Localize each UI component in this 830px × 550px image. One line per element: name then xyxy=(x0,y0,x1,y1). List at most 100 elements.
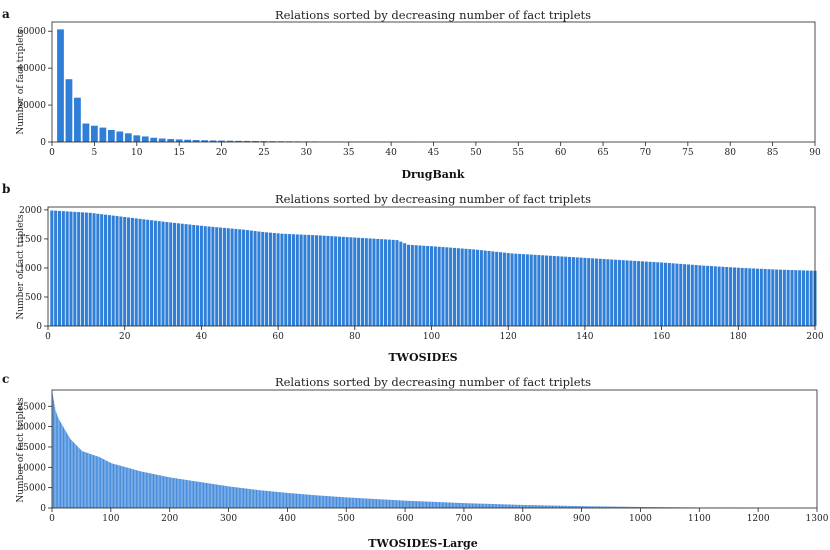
bar xyxy=(314,235,318,326)
y-tick-label: 10000 xyxy=(17,463,46,473)
bar xyxy=(165,222,169,326)
bar xyxy=(150,137,158,142)
bar xyxy=(280,233,284,326)
x-tick-label: 15 xyxy=(173,148,185,158)
bar xyxy=(445,247,449,326)
bar xyxy=(690,264,694,326)
bar xyxy=(226,140,234,142)
bar xyxy=(215,227,219,326)
bar xyxy=(387,239,391,326)
x-tick-label: 180 xyxy=(730,332,747,342)
bar xyxy=(265,232,269,326)
bar xyxy=(207,226,211,326)
x-tick-label: 60 xyxy=(555,148,567,158)
bar xyxy=(209,140,217,142)
bar xyxy=(96,213,100,326)
bar xyxy=(88,212,92,326)
bar xyxy=(103,214,108,326)
bar xyxy=(175,139,183,142)
chart-title-a: Relations sorted by decreasing number of… xyxy=(275,8,591,22)
bar xyxy=(514,253,518,326)
bar xyxy=(499,252,503,326)
bar xyxy=(598,258,602,326)
x-tick-label: 55 xyxy=(513,148,525,158)
bar xyxy=(468,249,472,326)
panel-label-b: b xyxy=(2,182,10,196)
x-tick-label: 20 xyxy=(216,148,228,158)
bar xyxy=(460,248,464,326)
bar xyxy=(249,230,253,326)
bar xyxy=(318,235,322,326)
bar xyxy=(472,249,476,326)
bar xyxy=(594,258,598,326)
bar xyxy=(65,211,69,326)
bar xyxy=(184,139,192,142)
x-tick-label: 100 xyxy=(423,332,440,342)
bar xyxy=(107,130,115,142)
x-tick-label: 700 xyxy=(455,514,472,524)
bar xyxy=(268,232,272,326)
bar xyxy=(383,239,388,326)
bar xyxy=(525,254,529,326)
bar xyxy=(188,224,192,326)
bar xyxy=(587,258,591,326)
chart-title-b: Relations sorted by decreasing number of… xyxy=(275,192,591,206)
bar xyxy=(50,210,54,326)
bar xyxy=(429,246,434,326)
bar xyxy=(441,247,445,326)
bar xyxy=(146,219,150,326)
bar xyxy=(640,261,644,326)
bar xyxy=(452,247,457,326)
bar xyxy=(234,228,238,326)
bar xyxy=(119,216,123,326)
x-tick-label: 200 xyxy=(806,332,823,342)
y-tick-label: 1000 xyxy=(19,264,42,274)
x-tick-label: 30 xyxy=(301,148,313,158)
bar xyxy=(522,254,526,326)
bar xyxy=(130,217,134,326)
bar xyxy=(456,248,460,326)
bar xyxy=(107,215,111,326)
bar xyxy=(732,267,736,326)
bars-b xyxy=(50,210,817,326)
bar xyxy=(203,226,207,326)
x-tick-label: 70 xyxy=(640,148,652,158)
y-tick-label: 2000 xyxy=(19,206,42,216)
x-ticks-a: 0 5 10 15 20 25 30 35 40 45 50 55 60 65 70 75 80 85 90 xyxy=(49,142,821,158)
bars-a xyxy=(57,29,548,143)
bar xyxy=(116,131,124,142)
x-tick-label: 85 xyxy=(767,148,779,158)
x-tick-label: 400 xyxy=(279,514,296,524)
y-tick-label: 500 xyxy=(25,293,42,303)
bar xyxy=(778,269,783,326)
bar xyxy=(675,263,679,326)
bar xyxy=(686,264,690,326)
bar xyxy=(560,256,564,326)
bar xyxy=(252,141,259,142)
bar xyxy=(621,260,625,326)
bar xyxy=(257,231,261,326)
bar xyxy=(291,234,295,326)
bar xyxy=(713,266,717,326)
x-tick-label: 50 xyxy=(470,148,482,158)
bar xyxy=(199,225,203,326)
bar xyxy=(759,268,763,326)
x-tick-label: 45 xyxy=(428,148,440,158)
bar xyxy=(341,236,345,326)
y-tick-label: 25000 xyxy=(17,402,46,412)
bar xyxy=(790,270,794,326)
bar xyxy=(235,140,242,142)
bar xyxy=(322,235,326,326)
x-tick-label: 1200 xyxy=(747,514,770,524)
y-tick-label: 1500 xyxy=(19,235,42,245)
bar xyxy=(334,236,338,326)
bar xyxy=(226,228,230,326)
y-tick-label: 40000 xyxy=(17,64,46,74)
bar xyxy=(201,140,208,142)
x-axis-label-a: DrugBank xyxy=(401,168,464,181)
bar xyxy=(138,218,142,326)
bar xyxy=(368,238,372,326)
bar xyxy=(353,237,357,326)
bar xyxy=(782,269,786,326)
